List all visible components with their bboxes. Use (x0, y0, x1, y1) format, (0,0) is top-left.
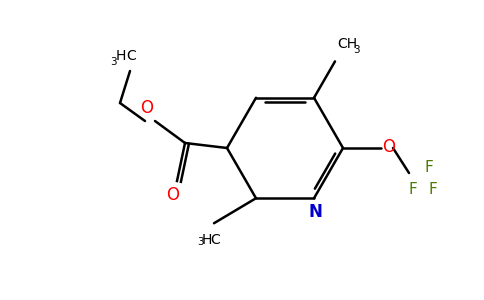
Text: C: C (210, 233, 220, 247)
Text: H: H (202, 233, 212, 247)
Text: O: O (166, 186, 180, 204)
Text: 3: 3 (110, 57, 117, 67)
Text: F: F (424, 160, 433, 175)
Text: N: N (308, 203, 322, 221)
Text: 3: 3 (353, 45, 360, 56)
Text: F: F (408, 182, 417, 196)
Text: C: C (126, 49, 136, 63)
Text: 3: 3 (197, 237, 204, 247)
Text: O: O (382, 138, 395, 156)
Text: H: H (116, 49, 126, 63)
Text: F: F (429, 182, 438, 196)
Text: CH: CH (337, 38, 357, 51)
Text: O: O (140, 99, 153, 117)
